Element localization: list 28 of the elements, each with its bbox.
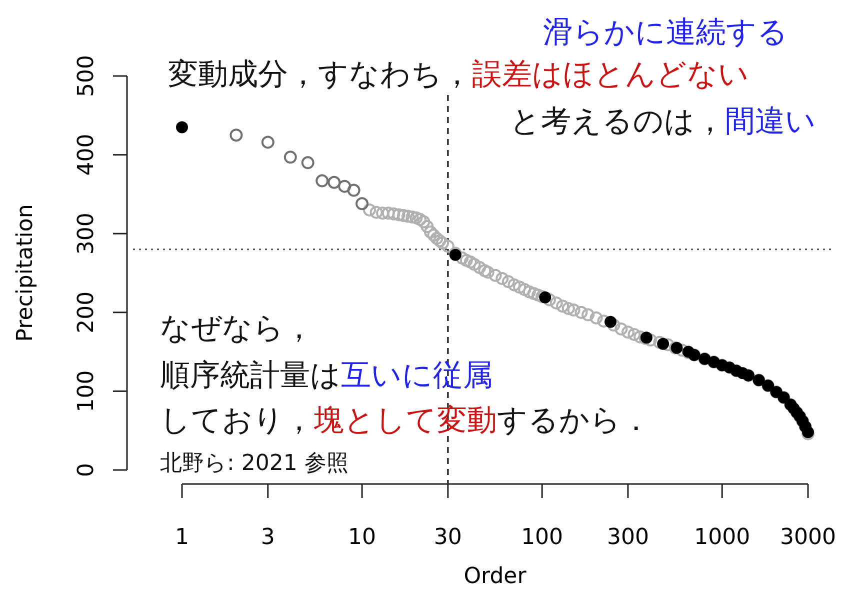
y-tick-label: 300	[74, 212, 99, 255]
y-tick-label: 0	[74, 463, 99, 477]
x-tick-label: 1000	[694, 525, 750, 550]
annotation: 互いに従属	[341, 358, 493, 393]
y-tick-label: 500	[74, 55, 99, 97]
x-axis-title: Order	[464, 564, 528, 589]
annotation: 間違い	[725, 104, 816, 139]
x-tick-label: 300	[606, 525, 649, 550]
x-tick-label: 100	[521, 525, 564, 550]
annotation: 変動成分，すなわち，	[168, 57, 472, 92]
y-tick-label: 200	[74, 291, 99, 334]
annotation: するから．	[497, 403, 651, 438]
y-tick-label: 100	[74, 370, 99, 412]
text: 滑らかに連続する	[543, 15, 788, 50]
x-tick-label: 3	[260, 525, 275, 550]
annotation: 塊として変動	[313, 403, 497, 438]
annotation: 順序統計量は	[160, 358, 341, 393]
annotation: しており，	[160, 403, 314, 438]
y-tick-label: 400	[74, 134, 99, 176]
x-tick-label: 30	[434, 525, 462, 550]
x-tick-label: 1	[175, 525, 189, 550]
annotation: と考えるのは，	[510, 104, 725, 139]
x-tick-label: 10	[348, 525, 376, 550]
annotation: 北野ら: 2021 参照	[160, 451, 348, 476]
annotation: なぜなら，	[160, 311, 314, 346]
y-axis-title: Precipitation	[13, 204, 38, 342]
annotation: 誤差はほとんどない	[472, 57, 749, 92]
x-tick-label: 3000	[780, 525, 836, 550]
